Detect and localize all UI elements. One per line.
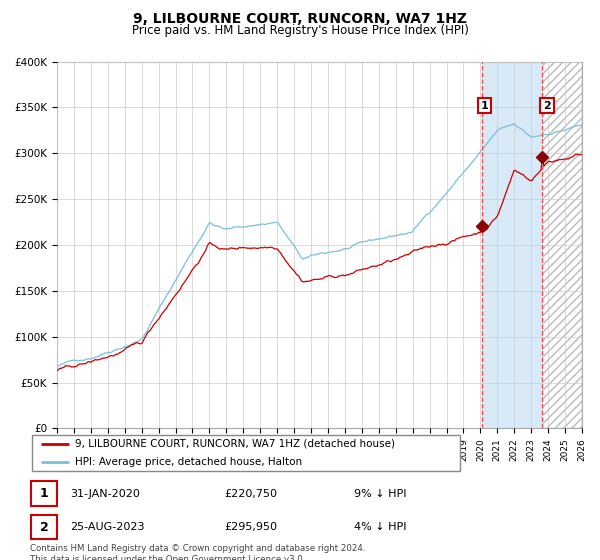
Text: Price paid vs. HM Land Registry's House Price Index (HPI): Price paid vs. HM Land Registry's House … xyxy=(131,24,469,36)
FancyBboxPatch shape xyxy=(32,435,460,471)
Text: 2: 2 xyxy=(40,521,49,534)
Text: Contains HM Land Registry data © Crown copyright and database right 2024.
This d: Contains HM Land Registry data © Crown c… xyxy=(30,544,365,560)
Text: 31-JAN-2020: 31-JAN-2020 xyxy=(71,489,140,498)
Text: 1: 1 xyxy=(40,487,49,500)
Text: 9% ↓ HPI: 9% ↓ HPI xyxy=(354,489,407,498)
Text: 25-AUG-2023: 25-AUG-2023 xyxy=(71,522,145,532)
Text: 9, LILBOURNE COURT, RUNCORN, WA7 1HZ (detached house): 9, LILBOURNE COURT, RUNCORN, WA7 1HZ (de… xyxy=(76,439,395,449)
Text: 2: 2 xyxy=(543,101,551,111)
Text: 1: 1 xyxy=(481,101,488,111)
Bar xyxy=(542,62,582,428)
Text: HPI: Average price, detached house, Halton: HPI: Average price, detached house, Halt… xyxy=(76,458,302,467)
Text: 9, LILBOURNE COURT, RUNCORN, WA7 1HZ: 9, LILBOURNE COURT, RUNCORN, WA7 1HZ xyxy=(133,12,467,26)
Text: 4% ↓ HPI: 4% ↓ HPI xyxy=(354,522,407,532)
Text: £295,950: £295,950 xyxy=(224,522,277,532)
Bar xyxy=(482,62,542,428)
Text: £220,750: £220,750 xyxy=(224,489,277,498)
FancyBboxPatch shape xyxy=(31,482,57,506)
FancyBboxPatch shape xyxy=(31,515,57,539)
